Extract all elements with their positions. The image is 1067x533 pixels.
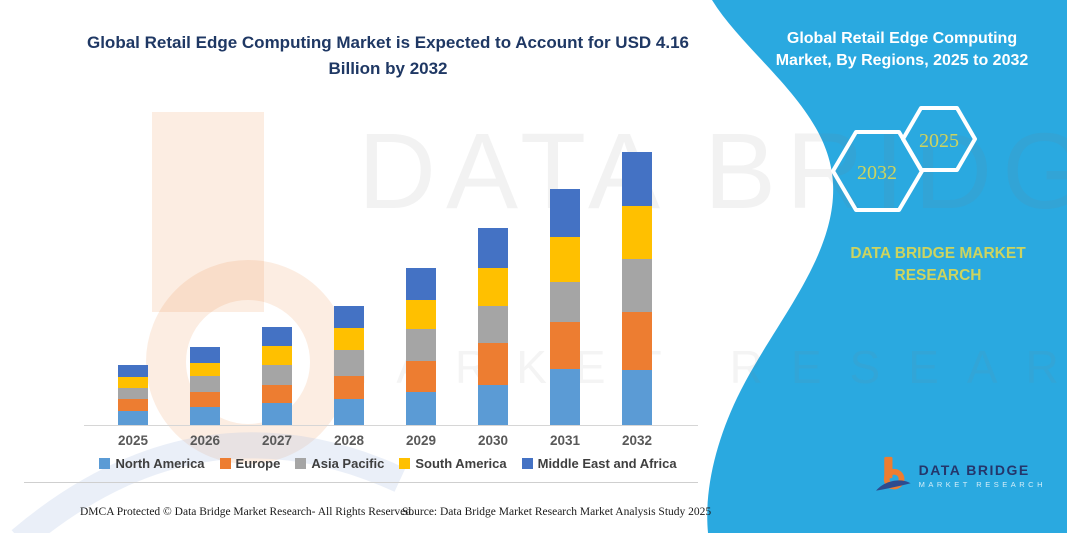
- bar-2032: [622, 152, 652, 425]
- bar-segment-north-america-2029: [406, 392, 436, 425]
- logo-name: DATA BRIDGE: [918, 461, 1030, 478]
- legend-label: Middle East and Africa: [537, 456, 677, 471]
- x-axis-label-2026: 2026: [189, 433, 221, 448]
- bar-segment-south-america-2029: [406, 300, 436, 329]
- legend-item-south-america: South America: [399, 456, 507, 471]
- bar-segment-asia-pacific-2030: [478, 306, 508, 343]
- bar-segment-middle-east-and-africa-2030: [478, 228, 508, 269]
- x-axis-label-2028: 2028: [333, 433, 365, 448]
- legend-label: Europe: [235, 456, 281, 471]
- bar-segment-middle-east-and-africa-2028: [334, 305, 364, 328]
- bar-segment-south-america-2032: [622, 205, 652, 259]
- hexagon-2025-label: 2025: [919, 130, 959, 152]
- bar-segment-europe-2026: [190, 391, 220, 408]
- bar-2026: [190, 346, 220, 425]
- bar-segment-asia-pacific-2027: [262, 365, 292, 385]
- bar-segment-north-america-2031: [550, 369, 580, 425]
- x-axis-label-2031: 2031: [549, 433, 581, 448]
- legend-swatch-icon: [99, 458, 111, 469]
- bar-segment-north-america-2026: [190, 407, 220, 425]
- legend-label: Asia Pacific: [311, 456, 385, 471]
- hexagon-2032-label: 2032: [857, 162, 897, 184]
- bar-segment-middle-east-and-africa-2026: [190, 346, 220, 363]
- legend-label: North America: [115, 456, 205, 471]
- bar-segment-north-america-2032: [622, 369, 652, 425]
- bar-segment-south-america-2026: [190, 362, 220, 377]
- sidebar-brand-text: DATA BRIDGE MARKET RESEARCH: [850, 245, 1026, 284]
- bar-segment-europe-2028: [334, 376, 364, 399]
- x-axis-label-2032: 2032: [621, 433, 653, 448]
- watermark-text-line2: MARKET RESEARCH: [330, 341, 1067, 393]
- bar-segment-asia-pacific-2026: [190, 376, 220, 392]
- legend-item-middle-east-and-africa: Middle East and Africa: [521, 456, 677, 471]
- bar-segment-middle-east-and-africa-2031: [550, 188, 580, 237]
- x-axis-label-2029: 2029: [405, 433, 437, 448]
- x-axis-line: [84, 425, 698, 426]
- bar-2028: [334, 305, 364, 425]
- sidebar-title: Global Retail Edge Computing Market, By …: [775, 30, 1029, 69]
- bar-segment-middle-east-and-africa-2025: [118, 365, 148, 378]
- bar-segment-europe-2031: [550, 321, 580, 370]
- bar-segment-south-america-2028: [334, 327, 364, 351]
- legend-swatch-icon: [219, 458, 231, 469]
- legend-item-europe: Europe: [219, 456, 281, 471]
- bar-segment-north-america-2025: [118, 411, 148, 425]
- data-bridge-logo-icon: [876, 456, 911, 491]
- data-bridge-logo: DATA BRIDGE MARKET RESEARCH: [876, 452, 1046, 498]
- bar-segment-north-america-2030: [478, 384, 508, 425]
- legend-swatch-icon: [521, 458, 533, 469]
- bar-segment-south-america-2027: [262, 345, 292, 366]
- bar-2029: [406, 268, 436, 425]
- legend-swatch-icon: [399, 458, 411, 469]
- bar-segment-south-america-2030: [478, 268, 508, 307]
- legend-item-north-america: North America: [99, 456, 205, 471]
- bar-2031: [550, 188, 580, 425]
- bar-2030: [478, 228, 508, 425]
- chart-title: Global Retail Edge Computing Market is E…: [86, 33, 690, 78]
- bar-segment-europe-2029: [406, 361, 436, 393]
- bar-segment-middle-east-and-africa-2027: [262, 326, 292, 346]
- bar-segment-south-america-2025: [118, 377, 148, 389]
- bar-segment-south-america-2031: [550, 236, 580, 282]
- footer-source: Source: Data Bridge Market Research Mark…: [402, 506, 712, 518]
- footer-copyright: DMCA Protected © Data Bridge Market Rese…: [80, 506, 414, 518]
- bar-segment-north-america-2028: [334, 398, 364, 425]
- hexagon-2032: [831, 130, 924, 212]
- x-axis-label-2027: 2027: [261, 433, 293, 448]
- bar-segment-asia-pacific-2028: [334, 350, 364, 377]
- bar-segment-europe-2027: [262, 384, 292, 403]
- bar-2025: [118, 365, 148, 425]
- legend-swatch-icon: [295, 458, 307, 469]
- bar-segment-asia-pacific-2031: [550, 281, 580, 322]
- x-axis-label-2025: 2025: [117, 433, 149, 448]
- chart-legend: North America Europe Asia Pacific South Ame…: [64, 456, 712, 471]
- bar-segment-asia-pacific-2032: [622, 258, 652, 313]
- bar-segment-asia-pacific-2029: [406, 328, 436, 362]
- bar-segment-middle-east-and-africa-2032: [622, 152, 652, 206]
- bar-segment-europe-2032: [622, 312, 652, 370]
- logo-subtitle: MARKET RESEARCH: [918, 479, 1046, 489]
- legend-item-asia-pacific: Asia Pacific: [295, 456, 384, 471]
- bar-segment-middle-east-and-africa-2029: [406, 268, 436, 301]
- x-axis-label-2030: 2030: [477, 433, 509, 448]
- bar-segment-europe-2030: [478, 342, 508, 385]
- bar-segment-north-america-2027: [262, 402, 292, 425]
- bar-segment-europe-2025: [118, 399, 148, 412]
- legend-label: South America: [415, 456, 507, 471]
- footer-divider: [24, 482, 698, 483]
- bar-2027: [262, 326, 292, 425]
- bar-segment-asia-pacific-2025: [118, 388, 148, 400]
